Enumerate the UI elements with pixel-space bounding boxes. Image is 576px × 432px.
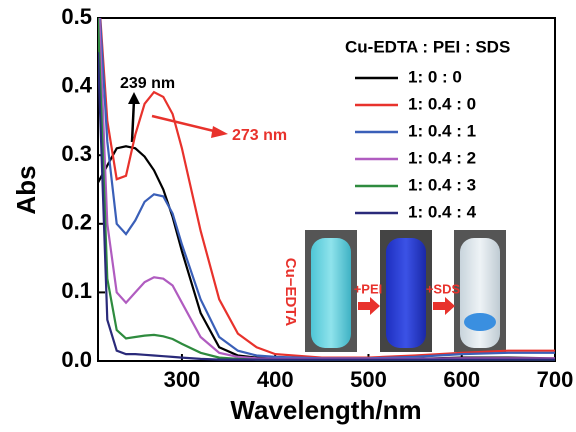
tube (311, 238, 351, 348)
series-line (99, 18, 555, 359)
y-axis-title: Abs (11, 165, 41, 214)
y-tick-label: 0.5 (61, 4, 92, 29)
legend-label: 1: 0.4 : 2 (408, 148, 476, 167)
annotation: 273 nm (232, 127, 287, 144)
series-line (98, 52, 555, 361)
annotation: 239 nm (120, 75, 175, 92)
series-line (98, 18, 555, 360)
legend-label: 1: 0.4 : 1 (408, 121, 476, 140)
legend-label: 1: 0 : 0 (408, 67, 462, 86)
legend-label: 1: 0.4 : 4 (408, 202, 477, 221)
arrow (211, 126, 228, 138)
tube (460, 238, 500, 348)
arrow (130, 99, 136, 143)
annotation: +SDS (426, 281, 461, 296)
legend-label: 1: 0.4 : 3 (408, 175, 476, 194)
inset (305, 230, 506, 352)
y-tick-label: 0.4 (61, 72, 92, 97)
x-tick-label: 700 (537, 367, 574, 392)
y-tick-label: 0.1 (61, 278, 92, 303)
x-tick-label: 300 (164, 367, 201, 392)
legend-label: 1: 0.4 : 0 (408, 94, 476, 113)
x-tick-label: 400 (257, 367, 294, 392)
y-tick-label: 0.2 (61, 210, 92, 235)
arrow (151, 114, 219, 134)
y-tick-label: 0.0 (61, 347, 92, 372)
arrow (358, 297, 380, 315)
arrow (433, 297, 455, 315)
arrow (128, 92, 140, 104)
x-tick-label: 500 (350, 367, 387, 392)
tube (386, 238, 426, 348)
x-axis-title: Wavelength/nm (230, 395, 421, 425)
x-tick-label: 600 (443, 367, 480, 392)
plot-area (98, 18, 555, 361)
annotation: +PEI (354, 281, 383, 296)
precipitate (464, 313, 496, 331)
y-tick-label: 0.3 (61, 141, 92, 166)
legend-title: Cu-EDTA : PEI : SDS (345, 37, 510, 56)
axis-frame (97, 17, 556, 362)
annotation: Cu−EDTA (282, 258, 299, 327)
